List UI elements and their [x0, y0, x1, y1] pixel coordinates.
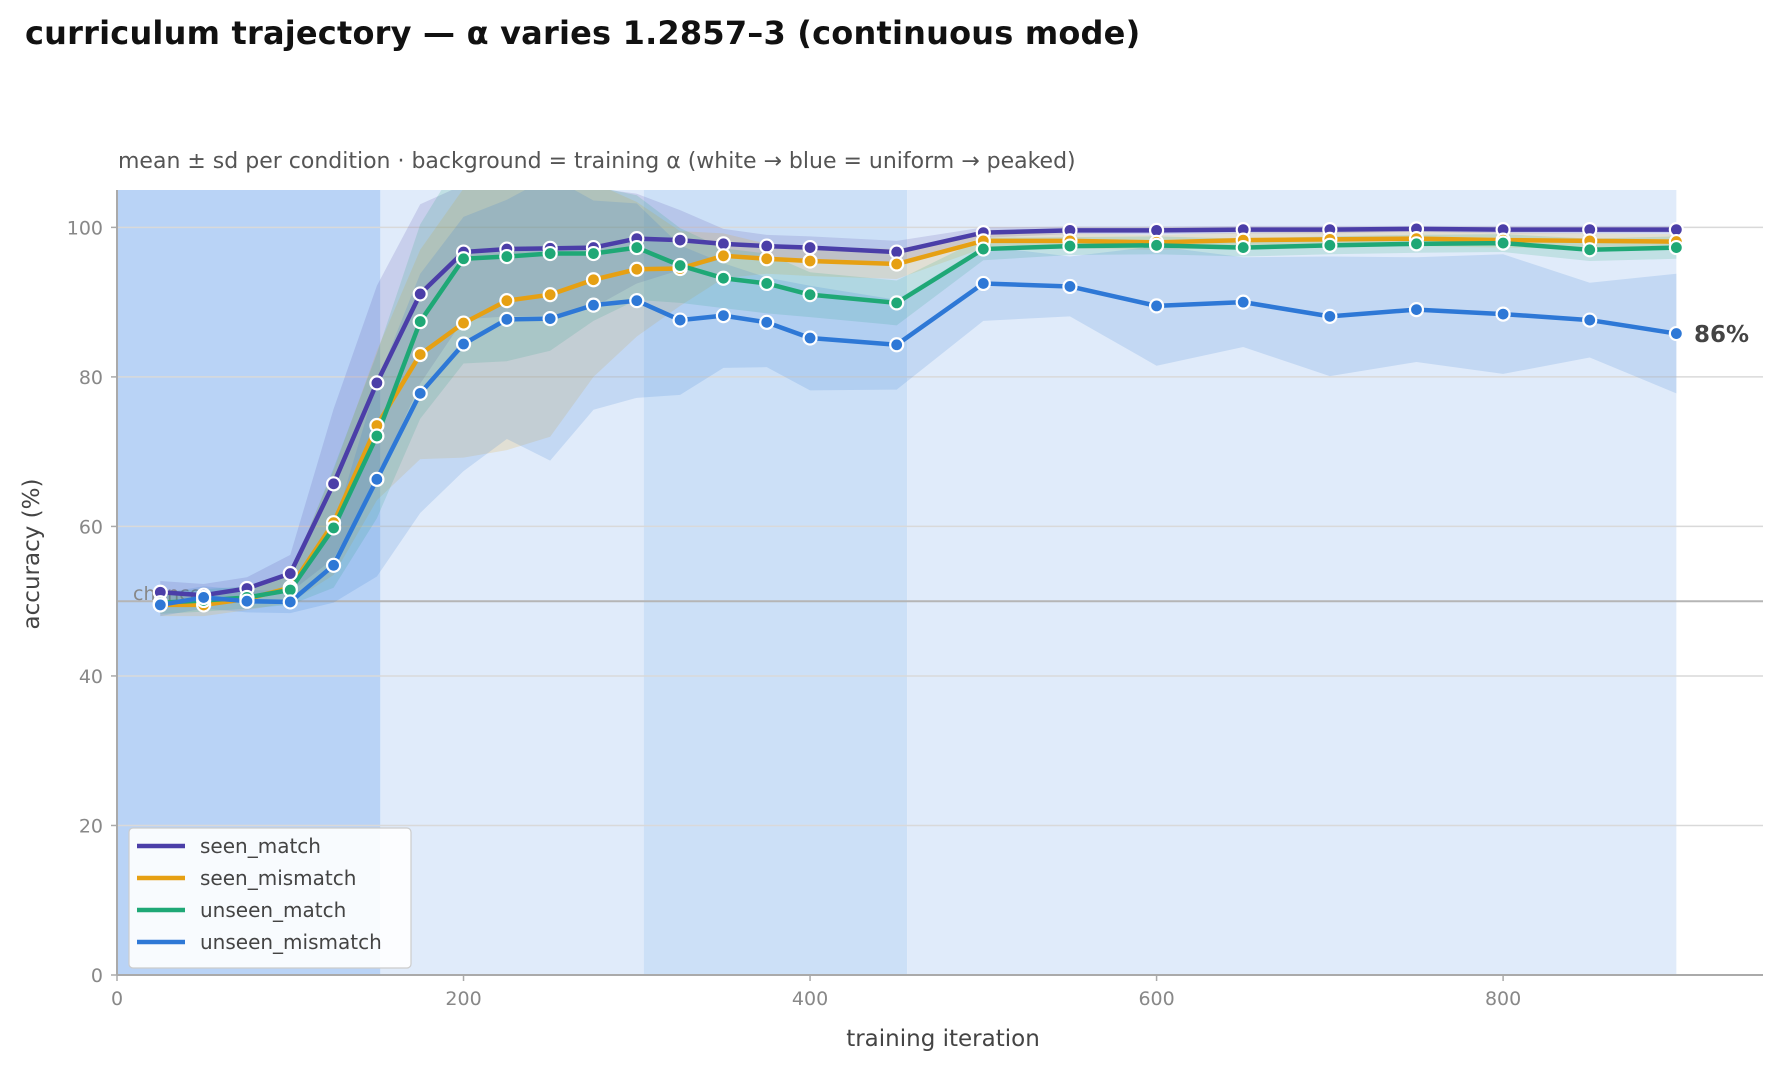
seen-match-point [369, 375, 385, 391]
unseen-match-point [802, 287, 818, 303]
seen-match-point [282, 565, 298, 582]
unseen-mismatch-point [1408, 302, 1425, 318]
unseen-match-point [1062, 238, 1078, 254]
y-tick-label: 100 [67, 217, 103, 239]
y-tick-label: 20 [79, 815, 103, 837]
x-axis-label: training iteration [846, 1026, 1040, 1052]
unseen-mismatch-point [196, 589, 212, 606]
series-lines [159, 226, 1677, 608]
unseen-match-point [715, 270, 732, 286]
unseen-match-point [1148, 237, 1165, 253]
seen-mismatch-point [585, 272, 602, 288]
seen-mismatch-point [802, 253, 818, 269]
y-tick-label: 80 [79, 367, 103, 389]
seen-match-point [802, 239, 818, 256]
unseen-mismatch-line [159, 281, 1677, 608]
unseen-match-point [975, 241, 991, 257]
seen-match-point [759, 238, 775, 254]
unseen-match-point [1668, 239, 1684, 256]
unseen-match-point [759, 275, 775, 292]
legend-box [128, 827, 412, 969]
x-tick-label: 800 [1485, 988, 1521, 1010]
unseen-mismatch-point [715, 308, 732, 324]
unseen-match-point [1235, 239, 1251, 256]
chart-subtitle: mean ± sd per condition · background = t… [118, 149, 1076, 174]
unseen-match-point [1408, 236, 1425, 252]
unseen-mismatch-point [629, 293, 645, 309]
unseen-match-line [160, 240, 1677, 605]
seen-mismatch-point [889, 256, 905, 272]
unseen-mismatch-point [802, 330, 818, 346]
unseen-match-point [499, 248, 515, 265]
unseen-match-point [585, 245, 602, 262]
axes [116, 190, 1763, 976]
seen-mismatch-line [160, 236, 1677, 608]
seen-match-point [672, 232, 688, 248]
alpha-band-4 [907, 190, 1677, 975]
end-value-label: 86% [1694, 322, 1749, 348]
tick-labels: 0 20 40 60 80 100 0 200 400 600 800 [67, 217, 1522, 1010]
unseen-mismatch-point [282, 594, 298, 610]
unseen-mismatch-point [1235, 294, 1251, 310]
unseen-match-point [412, 313, 428, 330]
unseen-mismatch-point [325, 557, 342, 573]
legend-label-unseen-match: unseen_match [200, 898, 346, 922]
unseen-match-point [455, 251, 472, 267]
seen-mismatch-point [629, 261, 645, 277]
unseen-match-point [672, 257, 688, 274]
unseen-match-point [369, 428, 385, 444]
x-tick-label: 200 [445, 988, 481, 1010]
seen-mismatch-point [499, 293, 515, 309]
unseen-mismatch-point [1668, 325, 1684, 342]
seen-match-point [412, 286, 428, 302]
unseen-match-point [889, 295, 905, 311]
legend-label-seen-mismatch: seen_mismatch [200, 866, 356, 890]
x-tick-label: 600 [1138, 988, 1174, 1010]
unseen-mismatch-point [152, 597, 168, 613]
seen-match-point [325, 476, 342, 492]
seen-mismatch-point [412, 346, 428, 363]
y-tick-label: 60 [79, 516, 103, 538]
legend-label-unseen-mismatch: unseen_mismatch [200, 930, 382, 954]
unseen-mismatch-point [1322, 308, 1338, 324]
unseen-match-point [1322, 237, 1338, 253]
legend-label-seen-match: seen_match [200, 834, 321, 858]
series-points [152, 221, 1684, 613]
unseen-mismatch-point [1148, 298, 1165, 314]
x-tick-label: 0 [111, 988, 123, 1010]
y-tick-label: 0 [91, 965, 103, 987]
seen-mismatch-point [455, 315, 472, 331]
unseen-mismatch-point [1582, 312, 1598, 328]
unseen-match-point [1582, 242, 1598, 258]
unseen-mismatch-point [455, 336, 472, 352]
unseen-mismatch-point [1495, 306, 1511, 322]
unseen-match-point [325, 520, 342, 536]
unseen-mismatch-point [1062, 278, 1078, 295]
unseen-mismatch-point [239, 593, 255, 609]
unseen-match-point [1495, 235, 1511, 251]
unseen-match-point [629, 239, 645, 256]
unseen-mismatch-point [672, 312, 688, 328]
x-tick-label: 400 [792, 988, 828, 1010]
seen-mismatch-point [542, 287, 558, 303]
legend: seen_match seen_mismatch unseen_matchunsee… [128, 827, 412, 969]
unseen-mismatch-point [759, 314, 775, 330]
y-axis-label: accuracy (%) [19, 479, 45, 630]
unseen-mismatch-point [975, 275, 991, 292]
y-tick-label: 40 [79, 666, 103, 688]
unseen-match-point [542, 245, 558, 262]
seen-mismatch-point [715, 248, 732, 264]
grid-lines [117, 226, 1763, 827]
unseen-mismatch-point [542, 310, 558, 327]
unseen-mismatch-point [412, 385, 428, 401]
seen-mismatch-point [759, 251, 775, 267]
background-bands [117, 190, 1677, 975]
unseen-mismatch-point [889, 337, 905, 353]
unseen-mismatch-point [585, 297, 602, 313]
chart-title: curriculum trajectory — α varies 1.2857–… [25, 14, 1141, 52]
unseen-mismatch-point [499, 311, 515, 327]
unseen-mismatch-point [369, 471, 385, 487]
seen-match-line [160, 226, 1677, 598]
